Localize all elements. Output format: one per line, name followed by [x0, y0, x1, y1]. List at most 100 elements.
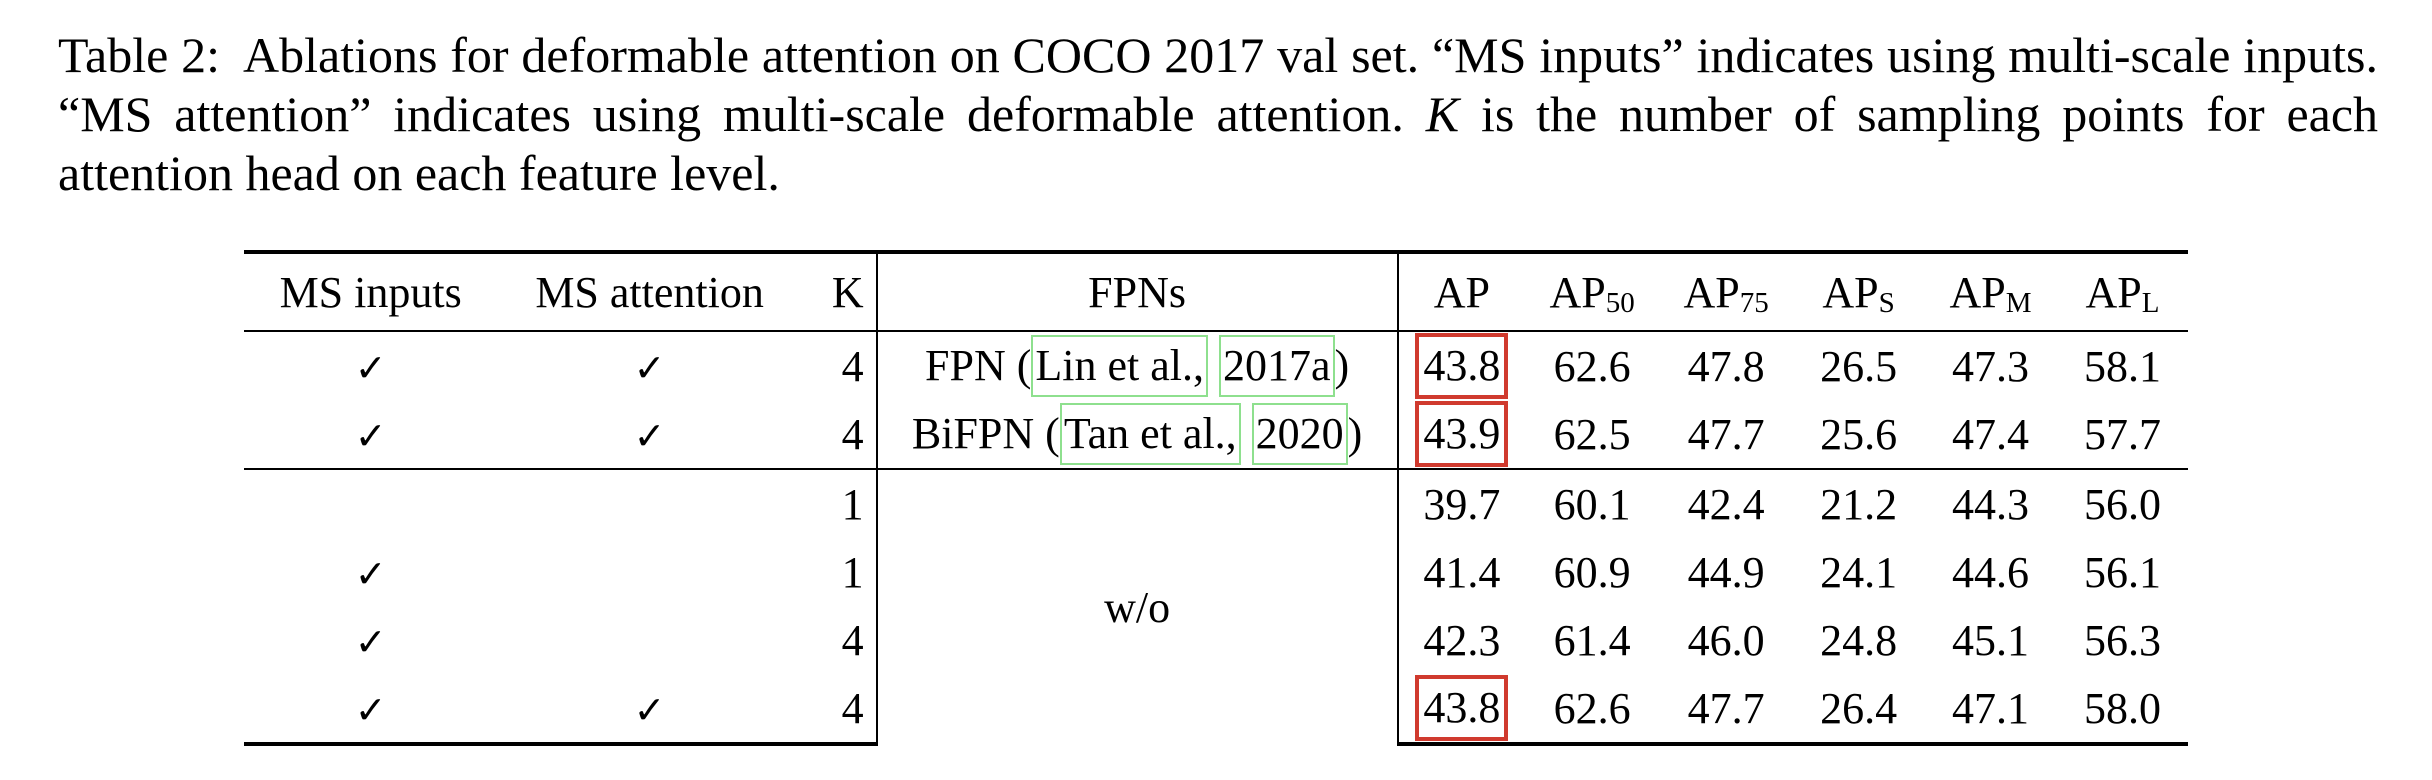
header-k: K	[801, 250, 877, 332]
header-ap50-base: AP	[1549, 267, 1606, 317]
ap50-cell: 62.5	[1525, 400, 1660, 470]
apm-cell: 45.1	[1951, 615, 2029, 665]
ap50-cell: 61.4	[1553, 615, 1631, 665]
fpn-cell: FPN (Lin et al., 2017a)	[875, 331, 1398, 400]
ap75-cell: 46.0	[1687, 615, 1765, 665]
ms-attention-cell: ✓	[497, 331, 802, 400]
check-mark-icon: ✓	[354, 345, 387, 390]
header-ap: AP	[1396, 250, 1526, 332]
apl-cell: 57.7	[2056, 400, 2188, 470]
check-mark-icon: ✓	[354, 619, 387, 664]
ap75-cell: 47.7	[1659, 400, 1794, 470]
caption-text-part2: is the number of sampling points for eac…	[58, 86, 2379, 201]
check-mark-icon: ✓	[633, 687, 666, 732]
highlighted-ap-value: 43.8	[1415, 675, 1509, 741]
fpn-cell: BiFPN (Tan et al., 2020)	[875, 400, 1398, 470]
header-aps: APS	[1793, 250, 1925, 332]
header-ap75-sub: 75	[1739, 286, 1769, 319]
header-ms-attention: MS attention	[497, 250, 802, 332]
citation-year-link[interactable]: 2020	[1251, 403, 1348, 465]
ap-cell: 39.7	[1396, 469, 1526, 538]
check-mark-icon: ✓	[633, 413, 666, 458]
table-header-row: MS inputs MS attention K FPNs AP AP50 AP…	[244, 250, 2188, 332]
table-caption: Table 2: Ablations for deformable attent…	[58, 26, 2378, 203]
k-cell: 4	[801, 674, 877, 746]
ms-inputs-cell: ✓	[244, 674, 498, 746]
apl-cell: 58.0	[2056, 674, 2188, 746]
apm-cell: 44.3	[1951, 479, 2029, 529]
ms-attention-cell	[497, 469, 802, 538]
table-row: ✓ ✓ 4 43.8 62.6 47.7 26.4 47.1 58.0	[244, 674, 2188, 746]
aps-cell: 26.4	[1793, 674, 1925, 746]
table-row: ✓ ✓ 4 BiFPN (Tan et al., 2020) 43.9 62.5…	[244, 400, 2188, 470]
apl-cell: 56.0	[2083, 479, 2161, 529]
apl-cell: 56.1	[2083, 547, 2161, 597]
ms-inputs-cell: ✓	[244, 400, 498, 470]
ap75-cell: 42.4	[1687, 479, 1765, 529]
caption-k-symbol: K	[1425, 86, 1460, 142]
header-ap50: AP50	[1525, 250, 1660, 332]
header-aps-base: AP	[1822, 267, 1879, 317]
ms-inputs-cell	[244, 469, 497, 538]
table-row: ✓ 1 41.4 60.9 44.9 24.1 44.6 56.1	[244, 538, 2188, 606]
check-mark-icon: ✓	[354, 413, 387, 458]
header-apm-base: AP	[1949, 267, 2006, 317]
k-cell: 4	[801, 400, 877, 470]
apl-cell: 58.1	[2083, 341, 2161, 391]
fpn-name: BiFPN (	[911, 409, 1060, 458]
aps-cell: 26.5	[1820, 341, 1898, 391]
caption-text-part1: Ablations for deformable attention on CO…	[58, 27, 2378, 142]
check-mark-icon: ✓	[633, 345, 666, 390]
header-aps-sub: S	[1878, 286, 1895, 319]
header-apm: APM	[1924, 250, 2057, 332]
citation-author-link[interactable]: Tan et al.,	[1059, 403, 1241, 465]
fpn-close: )	[1334, 341, 1350, 390]
k-cell: 1	[841, 479, 864, 529]
ap-cell: 43.9	[1396, 400, 1526, 470]
k-cell: 1	[841, 547, 864, 597]
aps-cell: 21.2	[1820, 479, 1898, 529]
ap-cell: 42.3	[1396, 606, 1526, 674]
ms-inputs-cell: ✓	[244, 331, 497, 400]
apl-cell: 56.3	[2083, 615, 2161, 665]
check-mark-icon: ✓	[354, 687, 387, 732]
header-fpns: FPNs	[875, 250, 1398, 332]
header-ms-inputs: MS inputs	[244, 250, 498, 332]
ap-cell: 41.4	[1396, 538, 1526, 606]
check-mark-icon: ✓	[354, 551, 387, 596]
fpn-close: )	[1347, 409, 1363, 458]
ablation-table: MS inputs MS attention K FPNs AP AP50 AP…	[244, 250, 2188, 746]
ap-cell: 43.8	[1396, 331, 1526, 400]
header-ap50-sub: 50	[1605, 286, 1635, 319]
apm-cell: 47.1	[1924, 674, 2057, 746]
ms-inputs-cell: ✓	[244, 538, 497, 606]
header-apl-sub: L	[2141, 286, 2160, 319]
ap75-cell: 44.9	[1687, 547, 1765, 597]
citation-year-link[interactable]: 2017a	[1219, 335, 1335, 397]
apm-cell: 44.6	[1951, 547, 2029, 597]
table-row: ✓ ✓ 4 FPN (Lin et al., 2017a) 43.8 62.6 …	[244, 331, 2188, 400]
highlighted-ap-value: 43.9	[1415, 401, 1509, 467]
apm-cell: 47.3	[1951, 341, 2029, 391]
ap50-cell: 62.6	[1553, 341, 1631, 391]
ap50-cell: 60.1	[1553, 479, 1631, 529]
citation-author-link[interactable]: Lin et al.,	[1031, 335, 1208, 397]
aps-cell: 24.8	[1820, 615, 1898, 665]
aps-cell: 25.6	[1793, 400, 1925, 470]
ms-attention-cell	[497, 538, 802, 606]
fpn-cell-shared: w/o	[875, 469, 1398, 744]
apm-cell: 47.4	[1924, 400, 2057, 470]
aps-cell: 24.1	[1820, 547, 1898, 597]
table-row: 1 w/o 39.7 60.1 42.4 21.2 44.3 56.0	[244, 469, 2188, 744]
ms-attention-cell: ✓	[497, 674, 802, 746]
k-cell: 4	[841, 341, 864, 391]
header-ap75-base: AP	[1683, 267, 1740, 317]
k-cell: 4	[841, 615, 864, 665]
ap50-cell: 60.9	[1553, 547, 1631, 597]
ap75-cell: 47.8	[1687, 341, 1765, 391]
ap75-cell: 47.7	[1659, 674, 1794, 746]
table-row: ✓ 4 42.3 61.4 46.0 24.8 45.1 56.3	[244, 606, 2188, 674]
caption-label: Table 2:	[58, 27, 221, 83]
header-apm-sub: M	[2005, 286, 2032, 319]
fpn-name: FPN (	[925, 341, 1032, 390]
